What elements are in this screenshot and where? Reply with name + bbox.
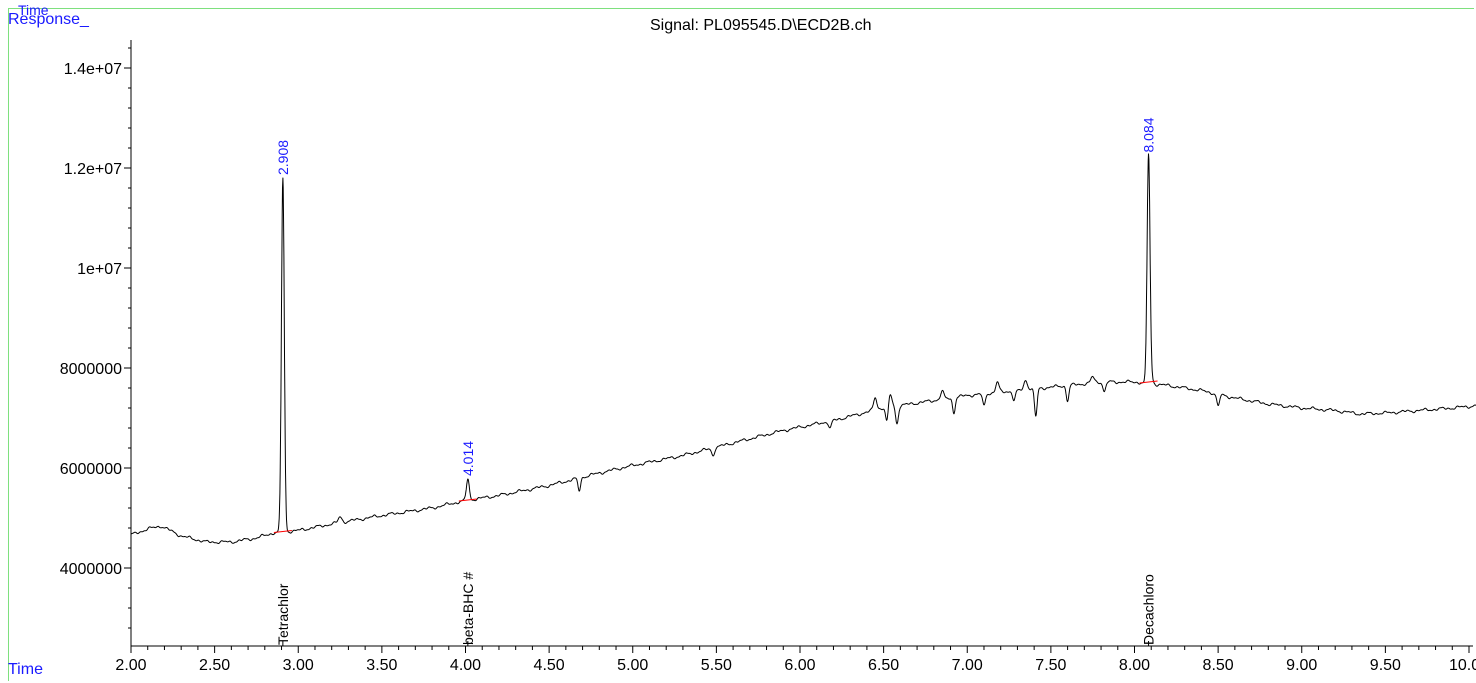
tick-group: 4000000 6000000 8000000 1e+07 1.2e+07 1.4e+07… — [60, 47, 1476, 674]
y-tick-label: 6000000 — [60, 461, 122, 478]
x-tick-label: 9.00 — [1286, 657, 1317, 674]
y-tick-label: 1e+07 — [77, 261, 122, 278]
x-tick-label: 5.00 — [617, 657, 648, 674]
peak-baseline-marker — [1139, 380, 1158, 384]
x-tick-label: 9.50 — [1370, 657, 1401, 674]
y-tick-label: 1.4e+07 — [64, 61, 122, 78]
x-tick-label: 2.00 — [115, 657, 146, 674]
x-tick-label: 8.00 — [1119, 657, 1150, 674]
x-tick-label: 6.00 — [784, 657, 815, 674]
y-tick-label: 1.2e+07 — [64, 161, 122, 178]
x-tick-label: 7.00 — [952, 657, 983, 674]
x-tick-label: 6.50 — [868, 657, 899, 674]
peak-rt-label: 4.014 — [460, 441, 476, 476]
signal-trace — [130, 153, 1476, 544]
peak-compound-label: Decachloro — [1141, 574, 1157, 645]
x-tick-label: 3.50 — [366, 657, 397, 674]
plot-frame: Time — [8, 3, 1474, 681]
x-tick-label: 3.00 — [283, 657, 314, 674]
x-tick-label: 8.50 — [1203, 657, 1234, 674]
x-axis-title: Time — [8, 661, 43, 678]
peak-compound-label: beta-BHC # — [460, 572, 476, 645]
x-tick-label: 4.50 — [534, 657, 565, 674]
y-tick-label: 8000000 — [60, 361, 122, 378]
peak-baseline-marker — [273, 530, 292, 533]
x-tick-label: 10.00 — [1449, 657, 1476, 674]
axes — [130, 40, 1473, 647]
y-tick-label: 4000000 — [60, 561, 122, 578]
x-tick-label: 7.50 — [1035, 657, 1066, 674]
peak-compound-label: Tetrachlor — [275, 583, 291, 645]
y-axis-title: Response_ — [8, 11, 89, 28]
peak-rt-label: 8.084 — [1141, 117, 1157, 152]
peak-rt-label: 2.908 — [275, 140, 291, 175]
x-tick-label: 5.50 — [701, 657, 732, 674]
x-tick-label: 2.50 — [199, 657, 230, 674]
chart-title: Signal: PL095545.D\ECD2B.ch — [650, 17, 872, 34]
x-tick-label: 4.00 — [450, 657, 481, 674]
peak-group: 2.908 Tetrachlor 4.014 beta-BHC # 8.084 Decac… — [273, 117, 1158, 646]
top-time-label: Time — [18, 2, 49, 18]
trace-group — [130, 153, 1476, 544]
peak-baseline-marker — [458, 498, 477, 502]
